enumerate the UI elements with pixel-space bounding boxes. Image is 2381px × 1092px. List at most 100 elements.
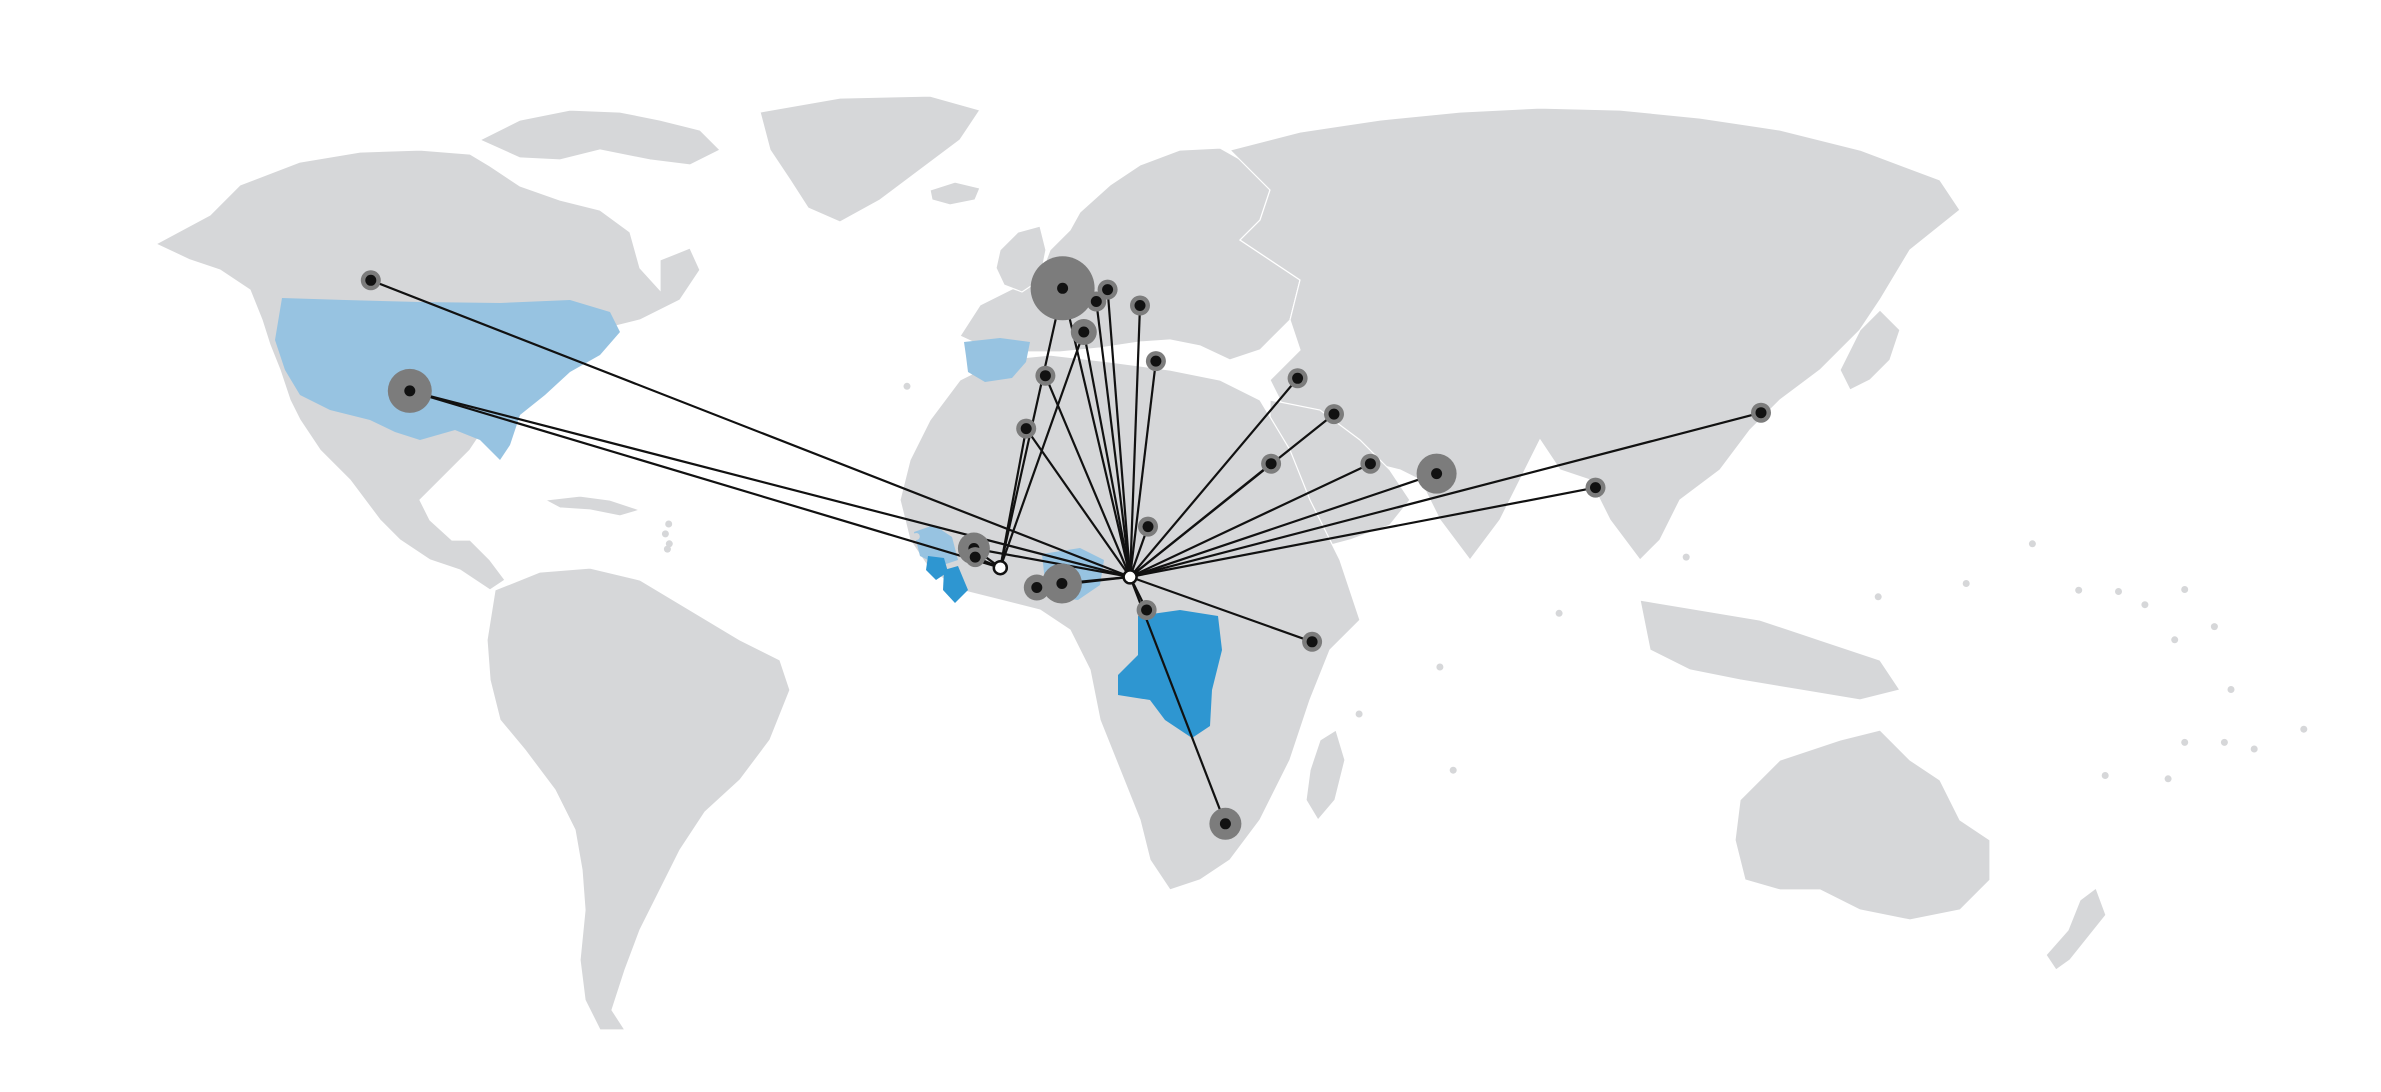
landmass-madagascar <box>1305 729 1346 822</box>
flow-line-nigeria-to-saudi-arabia <box>1129 462 1371 578</box>
marker-dot <box>1755 407 1767 419</box>
country-sierra-leone <box>926 556 948 580</box>
landmass-asia <box>1228 107 1961 561</box>
destination-marker-india[interactable] <box>1585 477 1606 498</box>
landmass-caribbean <box>543 495 642 517</box>
hub-marker-guinea[interactable] <box>992 559 1009 576</box>
marker-dot <box>1078 326 1090 338</box>
destination-marker-china[interactable] <box>1751 402 1771 423</box>
land-layer <box>154 95 2107 1031</box>
island-dot <box>2075 586 2083 594</box>
marker-dot <box>1056 578 1068 589</box>
landmass-south-america <box>486 567 791 1031</box>
flow-line-nigeria-to-france <box>1082 331 1132 578</box>
destination-marker-ghana[interactable] <box>1041 563 1082 604</box>
island-dot <box>1355 710 1363 718</box>
destination-marker-morocco[interactable] <box>1016 418 1037 439</box>
marker-dot <box>365 274 377 286</box>
marker-dot <box>1431 468 1443 480</box>
destination-marker-turkey[interactable] <box>1287 368 1308 389</box>
marker-dot <box>1090 296 1102 307</box>
landmass-australia <box>1734 729 1991 921</box>
destination-marker-lebanon[interactable] <box>1324 404 1344 425</box>
flow-line-nigeria-to-united-arab-emirates <box>1129 472 1437 578</box>
destination-marker-italy[interactable] <box>1145 351 1166 372</box>
flow-line-nigeria-to-netherlands <box>1106 289 1132 577</box>
marker-dot <box>1057 282 1069 294</box>
flow-line-nigeria-to-china <box>1129 411 1762 578</box>
island-dot <box>1962 580 1970 587</box>
country-united-states <box>275 298 620 460</box>
marker-dot <box>1328 408 1340 420</box>
destination-marker-cote-d-ivoire[interactable] <box>1023 574 1050 601</box>
destination-marker-canada[interactable] <box>360 270 381 291</box>
destination-marker-united-kingdom[interactable] <box>1030 256 1095 321</box>
island-dot <box>1874 593 1882 601</box>
island-dot <box>2227 686 2235 693</box>
island-dot <box>1436 663 1444 671</box>
island-dot <box>661 530 669 538</box>
flow-line-nigeria-to-india <box>1129 486 1596 578</box>
destination-marker-united-arab-emirates[interactable] <box>1416 453 1457 494</box>
destination-marker-niger[interactable] <box>1138 516 1158 537</box>
flow-line-nigeria-to-kenya <box>1129 575 1313 643</box>
destination-marker-belgium[interactable] <box>1086 291 1107 312</box>
destination-marker-france[interactable] <box>1070 319 1097 345</box>
destination-marker-guinea-bissau[interactable] <box>965 547 986 568</box>
island-dot <box>2115 588 2122 595</box>
flow-line-nigeria-to-spain <box>1044 375 1132 578</box>
marker-dot <box>1141 604 1153 616</box>
landmass-arctic-islands <box>478 109 722 166</box>
destination-marker-cameroon[interactable] <box>1136 600 1157 620</box>
marker-dot <box>969 551 981 563</box>
island-dot <box>2210 623 2218 631</box>
island-dot <box>1449 766 1457 774</box>
landmass-greenland <box>759 95 981 223</box>
island-dot <box>2181 586 2189 593</box>
destination-marker-saudi-arabia[interactable] <box>1360 453 1381 474</box>
island-dot <box>2220 738 2228 746</box>
hub-marker-nigeria[interactable] <box>1122 569 1138 585</box>
marker-dot <box>1142 521 1154 533</box>
country-liberia <box>943 566 968 603</box>
flow-line-nigeria-to-belgium <box>1095 301 1132 578</box>
flow-line-guinea-to-morocco <box>999 428 1028 568</box>
country-guinea <box>914 525 958 566</box>
marker-dot <box>404 385 416 397</box>
hub-markers-layer <box>992 559 1138 585</box>
landmass-maritime-southeast-asia <box>1639 599 1901 701</box>
country-democratic-republic-of-the-congo <box>1118 610 1222 738</box>
destination-marker-united-states[interactable] <box>387 368 432 413</box>
destination-marker-egypt[interactable] <box>1261 453 1282 474</box>
marker-dot <box>1265 458 1277 470</box>
flow-line-nigeria-to-senegal <box>973 547 1131 578</box>
island-dot <box>2250 745 2258 753</box>
marker-dot <box>1039 370 1051 382</box>
marker-dot <box>1134 300 1146 311</box>
destination-marker-south-africa[interactable] <box>1209 807 1242 840</box>
landmass-new-zealand <box>2045 887 2107 971</box>
flow-line-nigeria-to-morocco <box>1025 427 1132 578</box>
destination-marker-germany[interactable] <box>1130 295 1150 316</box>
island-dot <box>2028 540 2036 548</box>
island-dot <box>1555 609 1563 617</box>
island-dot <box>2141 601 2149 609</box>
island-dot <box>2164 775 2172 783</box>
destination-marker-kenya[interactable] <box>1302 631 1323 652</box>
country-spain <box>964 338 1030 382</box>
island-dot <box>2171 636 2179 644</box>
island-dot <box>665 540 673 548</box>
island-dot <box>2300 725 2308 733</box>
island-dot <box>956 445 964 453</box>
marker-dot <box>1219 818 1231 830</box>
flow-line-nigeria-to-turkey <box>1129 377 1299 578</box>
flow-line-nigeria-to-united-states <box>409 389 1131 578</box>
island-dot <box>1682 553 1690 561</box>
destination-marker-spain[interactable] <box>1035 365 1056 386</box>
flow-line-nigeria-to-germany <box>1129 305 1142 577</box>
island-dot <box>903 382 911 390</box>
marker-dot <box>1020 423 1032 435</box>
marker-dot <box>1102 284 1114 296</box>
island-dot <box>2181 738 2189 746</box>
